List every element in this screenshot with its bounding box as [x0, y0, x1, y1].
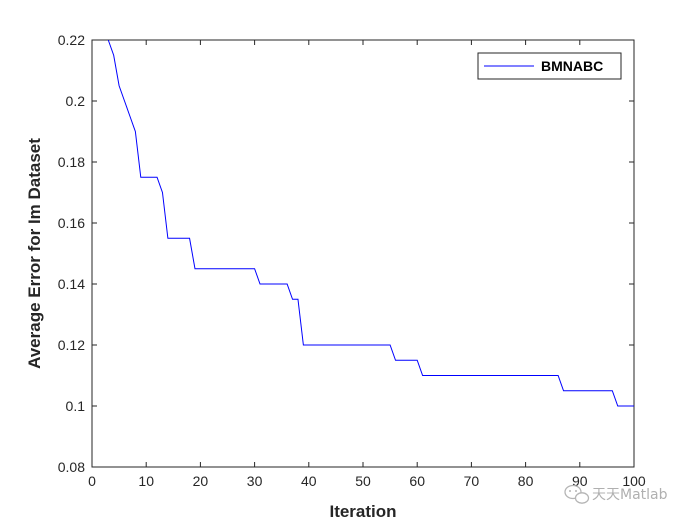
x-axis-label: Iteration: [329, 502, 396, 521]
y-tick-label: 0.16: [58, 215, 85, 231]
x-tick-label: 100: [622, 473, 646, 489]
watermark: 天天Matlab: [564, 484, 668, 504]
x-tick-label: 20: [193, 473, 209, 489]
y-tick-label: 0.22: [58, 32, 85, 48]
x-tick-label: 80: [518, 473, 534, 489]
wechat-icon: [564, 484, 590, 504]
legend: BMNABC: [477, 52, 622, 80]
x-tick-label: 10: [138, 473, 154, 489]
y-axis: 0.08 0.1 0.12 0.14 0.16 0.18 0.2 0.22: [58, 32, 634, 475]
series-layer: [107, 39, 634, 407]
y-tick-label: 0.14: [58, 276, 85, 292]
y-tick-label: 0.08: [58, 459, 85, 475]
y-tick-label: 0.1: [66, 398, 86, 414]
x-axis: 0 10 20 30 40 50 60 70 80 90 100: [88, 40, 646, 489]
series-line-bmnabc: [107, 39, 634, 407]
x-tick-label: 60: [409, 473, 425, 489]
watermark-text: 天天Matlab: [592, 487, 668, 503]
x-tick-label: 40: [301, 473, 317, 489]
legend-label-bmnabc: BMNABC: [541, 58, 603, 74]
y-tick-label: 0.18: [58, 154, 85, 170]
x-tick-label: 50: [355, 473, 371, 489]
y-tick-label: 0.12: [58, 337, 85, 353]
plot-area: [91, 39, 635, 468]
x-tick-label: 90: [572, 473, 588, 489]
plot-frame: [91, 39, 635, 468]
y-axis-label: Average Error for Im Dataset: [25, 138, 44, 369]
x-tick-label: 30: [247, 473, 263, 489]
y-tick-label: 0.2: [66, 93, 86, 109]
x-tick-label: 0: [88, 473, 96, 489]
x-tick-label: 70: [464, 473, 480, 489]
